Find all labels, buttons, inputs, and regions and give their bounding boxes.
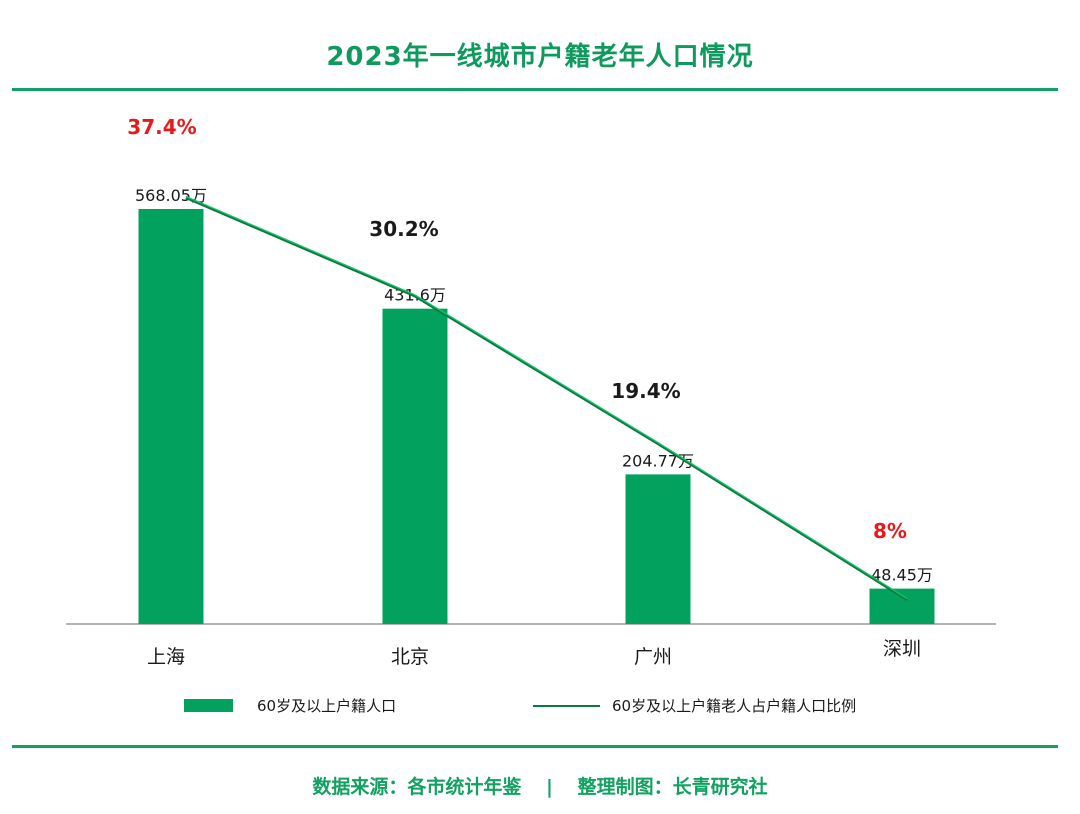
bottom-divider	[12, 745, 1058, 748]
ratio-label: 8%	[873, 519, 907, 543]
x-tick-label: 上海	[147, 646, 185, 668]
footer-source: 数据来源：各市统计年鉴	[312, 776, 522, 798]
ratio-label: 19.4%	[611, 379, 680, 403]
bar-3	[869, 588, 935, 624]
footer-credit: 整理制图：长青研究社	[577, 776, 768, 798]
ratio-label: 37.4%	[127, 115, 196, 139]
bar-1	[382, 308, 448, 624]
footer-separator: |	[546, 776, 553, 798]
legend-line-label: 60岁及以上户籍老人占户籍人口比例	[612, 697, 856, 715]
chart-title: 2023年一线城市户籍老年人口情况	[326, 42, 754, 72]
legend-bar-label: 60岁及以上户籍人口	[257, 697, 396, 715]
ratio-label: 30.2%	[369, 217, 438, 241]
top-divider	[12, 88, 1058, 91]
chart: 568.05万上海431.6万北京204.77万广州48.45万深圳37.4%3…	[66, 115, 996, 715]
legend-bar-swatch	[184, 699, 233, 712]
bar-0	[138, 209, 204, 624]
bar-value-label: 48.45万	[871, 566, 933, 585]
x-tick-label: 北京	[391, 646, 429, 668]
footer: 数据来源：各市统计年鉴 | 整理制图：长青研究社	[0, 772, 1080, 799]
bar-2	[625, 474, 691, 624]
ratio-line-shadow	[185, 196, 908, 601]
x-tick-label: 深圳	[883, 638, 921, 660]
x-tick-label: 广州	[634, 646, 672, 668]
ratio-line	[185, 195, 908, 600]
